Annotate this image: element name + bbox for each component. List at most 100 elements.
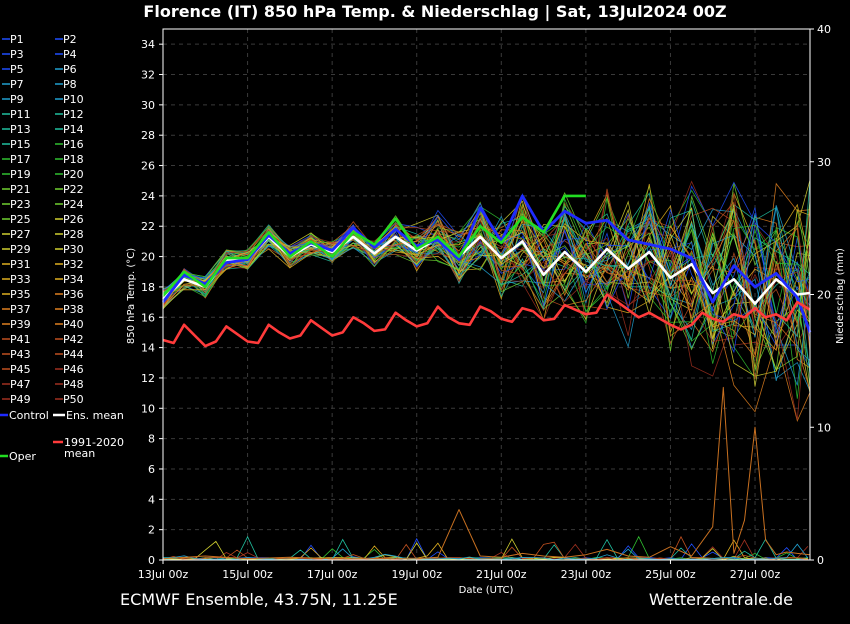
y-tick-label: 20 <box>141 251 155 264</box>
member-line-p38 <box>162 197 811 391</box>
legend-label-ens-mean: Ens. mean <box>66 409 124 422</box>
plot-area: 0246810121416182022242628303234010203040… <box>138 23 831 581</box>
x-tick-label: 17Jul 00z <box>307 568 358 581</box>
precip-member-line <box>162 538 808 561</box>
legend-label-p39: P39 <box>10 318 31 331</box>
legend-label-p10: P10 <box>63 93 84 106</box>
y-tick-label: 0 <box>148 554 155 567</box>
y2-tick-label: 20 <box>817 289 831 302</box>
legend-label-p32: P32 <box>63 258 84 271</box>
y2-axis-label: Niederschlag (mm) <box>835 248 846 344</box>
legend-label-p15: P15 <box>10 138 31 151</box>
y2-tick-label: 0 <box>817 554 824 567</box>
legend: P1 P2 P3 P4 P5 P6 P7 P8 P9 P10 P11 P12 P13 P14 P15 P16 P… <box>0 33 124 463</box>
legend-label-p46: P46 <box>63 363 84 376</box>
legend-label-p29: P29 <box>10 243 31 256</box>
legend-label-p41: P41 <box>10 333 31 346</box>
legend-label-p14: P14 <box>63 123 84 136</box>
legend-label-clim-line1: 1991-2020 <box>64 436 124 449</box>
legend-label-p1: P1 <box>10 33 24 46</box>
legend-label-p23: P23 <box>10 198 31 211</box>
legend-label-p43: P43 <box>10 348 31 361</box>
y2-tick-label: 30 <box>817 156 831 169</box>
member-line-p32 <box>162 213 811 386</box>
x-tick-label: 15Jul 00z <box>222 568 273 581</box>
y-tick-label: 14 <box>141 342 155 355</box>
series-line-1991-2020-mean <box>162 293 811 348</box>
legend-label-p2: P2 <box>63 33 77 46</box>
y-tick-label: 2 <box>148 524 155 537</box>
y-tick-label: 30 <box>141 99 155 112</box>
legend-label-p36: P36 <box>63 288 84 301</box>
y-tick-label: 22 <box>141 220 155 233</box>
legend-label-p22: P22 <box>63 183 84 196</box>
legend-label-p48: P48 <box>63 378 84 391</box>
legend-label-p3: P3 <box>10 48 24 61</box>
legend-label-p49: P49 <box>10 393 31 406</box>
member-line-p43 <box>162 180 811 338</box>
legend-label-p4: P4 <box>63 48 77 61</box>
legend-label-p9: P9 <box>10 93 24 106</box>
legend-label-p20: P20 <box>63 168 84 181</box>
legend-label-p11: P11 <box>10 108 31 121</box>
legend-label-p40: P40 <box>63 318 84 331</box>
legend-label-p37: P37 <box>10 303 31 316</box>
legend-label-p7: P7 <box>10 78 24 91</box>
legend-label-p5: P5 <box>10 63 24 76</box>
footer-source: ECMWF Ensemble, 43.75N, 11.25E <box>120 590 398 609</box>
legend-label-p8: P8 <box>63 78 77 91</box>
legend-label-p21: P21 <box>10 183 31 196</box>
legend-label-control: Control <box>9 409 49 422</box>
legend-label-p28: P28 <box>63 228 84 241</box>
series-line-niederschlag-max-member- <box>162 386 811 560</box>
legend-label-p13: P13 <box>10 123 31 136</box>
legend-label-p34: P34 <box>63 273 84 286</box>
legend-label-p50: P50 <box>63 393 84 406</box>
legend-label-p19: P19 <box>10 168 31 181</box>
y-tick-label: 10 <box>141 402 155 415</box>
legend-label-p44: P44 <box>63 348 84 361</box>
y-tick-label: 24 <box>141 190 155 203</box>
x-tick-label: 21Jul 00z <box>476 568 527 581</box>
y-tick-label: 34 <box>141 38 155 51</box>
y-tick-label: 18 <box>141 281 155 294</box>
legend-label-p12: P12 <box>63 108 84 121</box>
y-tick-label: 6 <box>148 463 155 476</box>
legend-label-p47: P47 <box>10 378 31 391</box>
legend-label-p16: P16 <box>63 138 84 151</box>
chart-title: Florence (IT) 850 hPa Temp. & Niederschl… <box>143 2 726 22</box>
y2-tick-label: 10 <box>817 421 831 434</box>
legend-label-p45: P45 <box>10 363 31 376</box>
y-tick-label: 26 <box>141 160 155 173</box>
legend-label-p17: P17 <box>10 153 31 166</box>
series-line-control <box>161 194 812 333</box>
legend-label-p33: P33 <box>10 273 31 286</box>
legend-label-p18: P18 <box>63 153 84 166</box>
y-tick-label: 4 <box>148 493 155 506</box>
legend-label-p35: P35 <box>10 288 31 301</box>
legend-label-p25: P25 <box>10 213 31 226</box>
legend-label-p24: P24 <box>63 198 84 211</box>
legend-label-clim-line2: mean <box>64 447 95 460</box>
x-tick-label: 27Jul 00z <box>730 568 781 581</box>
member-line-p48 <box>162 224 811 423</box>
legend-label-p38: P38 <box>63 303 84 316</box>
legend-label-p31: P31 <box>10 258 31 271</box>
x-tick-label: 25Jul 00z <box>645 568 696 581</box>
x-tick-label: 19Jul 00z <box>391 568 442 581</box>
y-tick-label: 16 <box>141 311 155 324</box>
y-tick-label: 12 <box>141 372 155 385</box>
legend-label-oper: Oper <box>9 450 36 463</box>
x-axis-label: Date (UTC) <box>459 585 514 596</box>
y-tick-label: 28 <box>141 129 155 142</box>
legend-label-p42: P42 <box>63 333 84 346</box>
y-tick-label: 32 <box>141 69 155 82</box>
x-tick-label: 23Jul 00z <box>561 568 612 581</box>
legend-label-p27: P27 <box>10 228 31 241</box>
y2-tick-label: 40 <box>817 23 831 36</box>
series-line-oper <box>162 194 586 297</box>
legend-label-p30: P30 <box>63 243 84 256</box>
y-axis-label: 850 hPa Temp. (°C) <box>126 248 137 344</box>
